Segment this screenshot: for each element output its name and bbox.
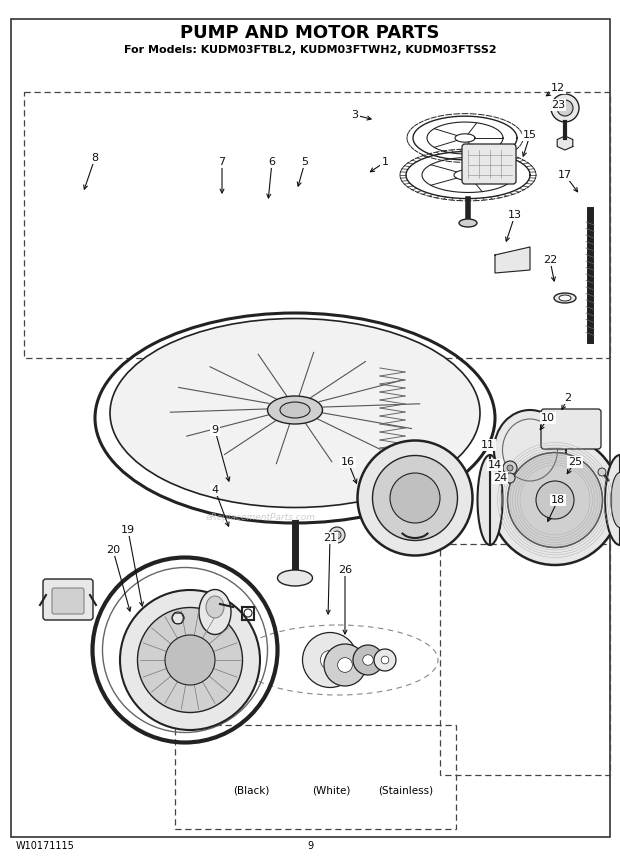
Ellipse shape xyxy=(477,455,502,545)
Text: eReplacementParts.com: eReplacementParts.com xyxy=(205,514,316,522)
Text: 24: 24 xyxy=(493,473,507,483)
Circle shape xyxy=(503,461,517,475)
Ellipse shape xyxy=(165,635,215,685)
Ellipse shape xyxy=(199,590,231,634)
Ellipse shape xyxy=(494,410,566,490)
Text: 10: 10 xyxy=(541,413,555,423)
Text: For Models: KUDM03FTBL2, KUDM03FTWH2, KUDM03FTSS2: For Models: KUDM03FTBL2, KUDM03FTWH2, KU… xyxy=(123,45,497,55)
Ellipse shape xyxy=(381,657,389,664)
Text: 9: 9 xyxy=(307,841,313,851)
Ellipse shape xyxy=(324,644,366,686)
Text: 17: 17 xyxy=(558,170,572,180)
Text: 11: 11 xyxy=(481,440,495,450)
Text: 16: 16 xyxy=(341,457,355,467)
Ellipse shape xyxy=(206,596,224,618)
Polygon shape xyxy=(557,136,573,150)
Circle shape xyxy=(557,100,573,116)
Ellipse shape xyxy=(459,219,477,227)
Text: 22: 22 xyxy=(543,255,557,265)
Ellipse shape xyxy=(508,453,603,548)
Ellipse shape xyxy=(536,481,574,519)
Ellipse shape xyxy=(120,590,260,730)
Ellipse shape xyxy=(280,402,310,418)
Text: 25: 25 xyxy=(568,457,582,467)
Text: 7: 7 xyxy=(218,157,226,167)
FancyBboxPatch shape xyxy=(52,588,84,614)
Ellipse shape xyxy=(353,645,383,675)
Text: 9: 9 xyxy=(211,425,219,435)
Ellipse shape xyxy=(373,455,458,540)
Text: (White): (White) xyxy=(312,785,351,795)
FancyBboxPatch shape xyxy=(462,144,516,184)
Text: 19: 19 xyxy=(121,525,135,535)
Ellipse shape xyxy=(490,435,620,565)
Circle shape xyxy=(329,527,345,543)
FancyBboxPatch shape xyxy=(43,579,93,620)
Text: 5: 5 xyxy=(301,157,309,167)
Text: 8: 8 xyxy=(91,153,99,163)
Text: (Stainless): (Stainless) xyxy=(379,785,433,795)
Text: 21: 21 xyxy=(323,533,337,543)
Circle shape xyxy=(505,473,515,483)
Text: 6: 6 xyxy=(268,157,275,167)
FancyBboxPatch shape xyxy=(541,409,601,449)
Ellipse shape xyxy=(303,633,358,687)
Circle shape xyxy=(507,465,513,471)
Polygon shape xyxy=(495,247,530,273)
Text: 15: 15 xyxy=(523,130,537,140)
Text: 3: 3 xyxy=(352,110,358,120)
Ellipse shape xyxy=(138,608,242,712)
Ellipse shape xyxy=(363,655,373,665)
Text: 1: 1 xyxy=(381,157,389,167)
Ellipse shape xyxy=(278,570,312,586)
Text: 23: 23 xyxy=(551,100,565,110)
Circle shape xyxy=(551,94,579,122)
Bar xyxy=(440,544,610,775)
Ellipse shape xyxy=(358,441,472,556)
Ellipse shape xyxy=(321,651,340,669)
Circle shape xyxy=(598,468,606,476)
Text: 12: 12 xyxy=(551,83,565,93)
Text: PUMP AND MOTOR PARTS: PUMP AND MOTOR PARTS xyxy=(180,23,440,42)
Text: 4: 4 xyxy=(211,485,219,495)
Ellipse shape xyxy=(338,657,352,672)
Circle shape xyxy=(172,612,184,624)
Text: 2: 2 xyxy=(564,393,572,403)
Text: 18: 18 xyxy=(551,495,565,505)
Text: 14: 14 xyxy=(488,460,502,470)
Ellipse shape xyxy=(390,473,440,523)
Circle shape xyxy=(333,531,341,539)
Text: 20: 20 xyxy=(106,545,120,555)
Ellipse shape xyxy=(374,649,396,671)
Text: W10171115: W10171115 xyxy=(16,841,74,851)
Bar xyxy=(175,725,456,829)
Text: (Black): (Black) xyxy=(233,785,269,795)
Bar xyxy=(24,92,610,358)
Ellipse shape xyxy=(605,455,620,545)
Ellipse shape xyxy=(559,295,571,301)
Ellipse shape xyxy=(554,293,576,303)
Text: 26: 26 xyxy=(338,565,352,575)
Ellipse shape xyxy=(110,318,480,508)
Ellipse shape xyxy=(267,396,322,424)
Text: 13: 13 xyxy=(508,210,522,220)
Ellipse shape xyxy=(611,473,620,527)
